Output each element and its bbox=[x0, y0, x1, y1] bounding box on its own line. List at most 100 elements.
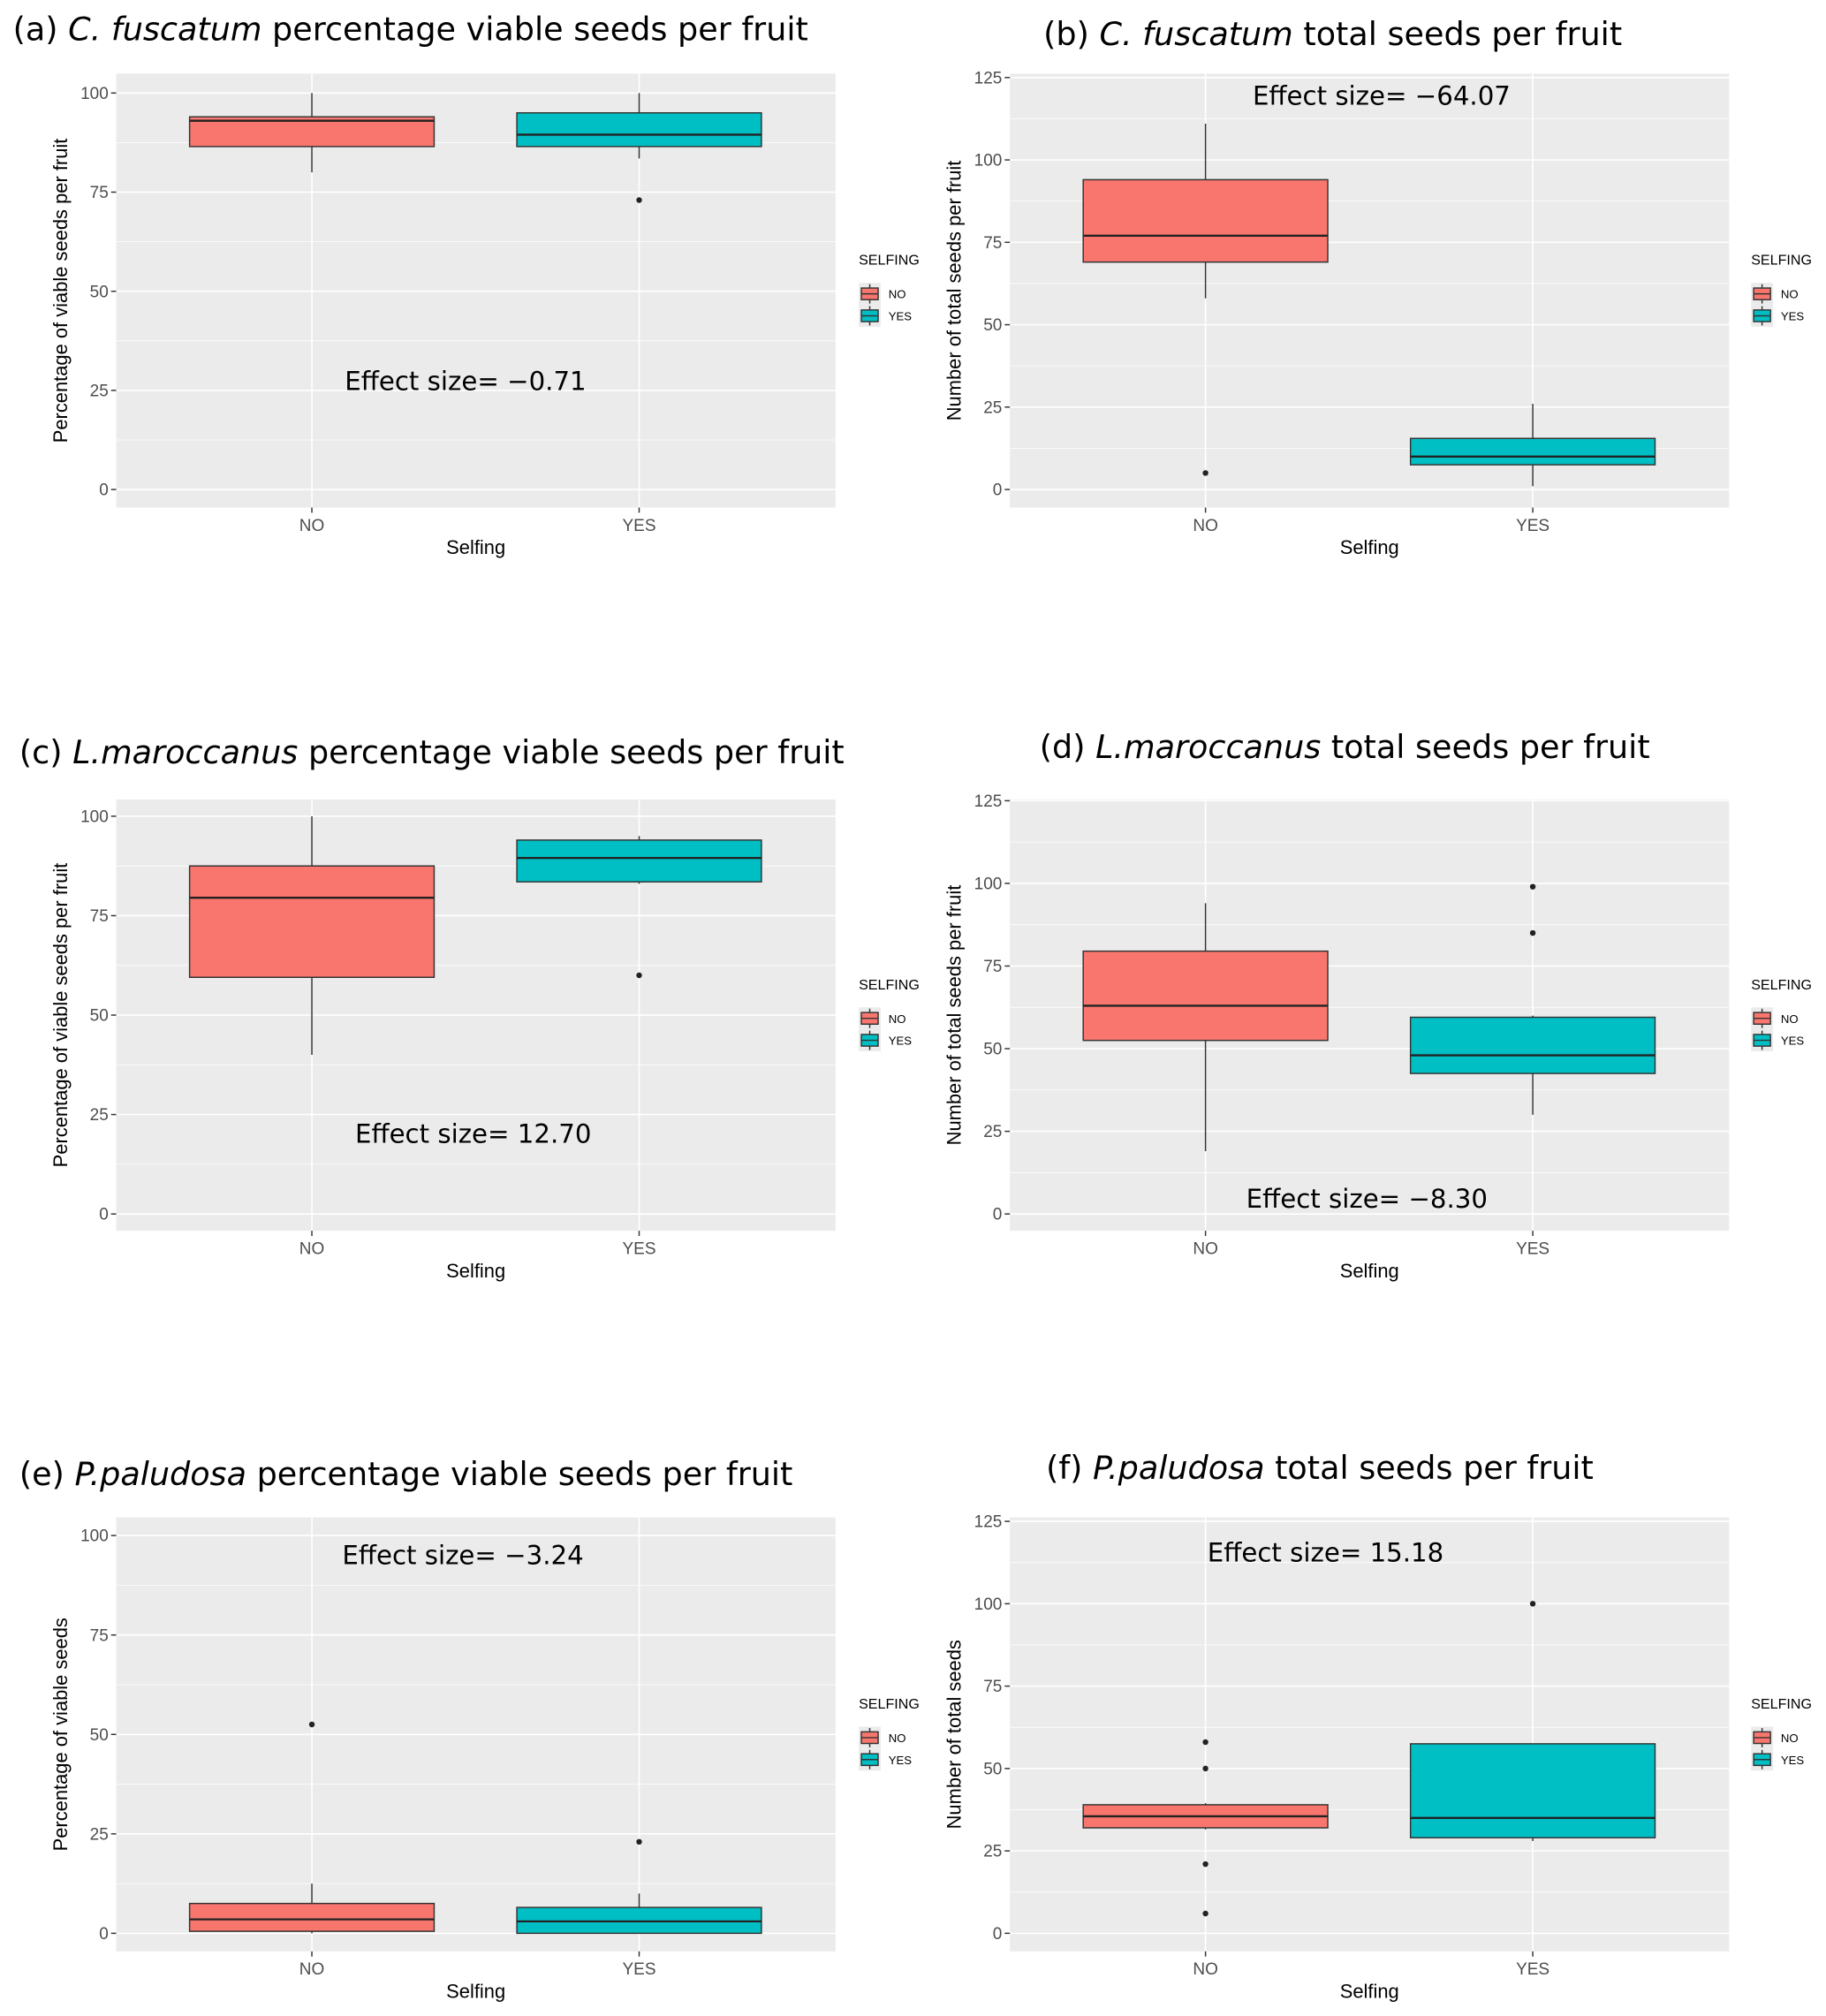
title-prefix: (e) bbox=[19, 1455, 75, 1493]
y-tick-label: 50 bbox=[90, 1726, 109, 1745]
x-tick-label: NO bbox=[299, 1960, 324, 1979]
legend-label: NO bbox=[889, 1732, 906, 1745]
y-tick-label: 100 bbox=[80, 85, 109, 103]
y-axis-label: Number of total seeds bbox=[943, 1640, 966, 1829]
box-yes bbox=[1409, 1016, 1656, 1074]
legend-label: YES bbox=[1781, 310, 1805, 323]
legend-title: SELFING bbox=[859, 977, 920, 993]
y-tick-label: 25 bbox=[90, 1106, 109, 1125]
box-no bbox=[1082, 178, 1329, 263]
box-no bbox=[1082, 950, 1329, 1042]
title-prefix: (b) bbox=[1043, 15, 1099, 53]
title-prefix: (f) bbox=[1046, 1449, 1093, 1487]
title-species: C. fuscatum bbox=[1099, 15, 1292, 53]
y-tick-label: 0 bbox=[993, 481, 1003, 500]
legend-label: NO bbox=[889, 288, 906, 301]
legend: SELFING NO YES bbox=[1751, 977, 1812, 1051]
box-no bbox=[188, 865, 436, 978]
legend-label: YES bbox=[889, 310, 913, 323]
x-tick-label: NO bbox=[1193, 1239, 1218, 1258]
x-tick-label: YES bbox=[622, 517, 655, 535]
chart-title: (f) P.paludosa total seeds per fruit bbox=[1046, 1449, 1594, 1487]
legend-title: SELFING bbox=[1751, 977, 1812, 993]
y-tick-label: 0 bbox=[99, 1925, 109, 1944]
title-suffix: total seeds per fruit bbox=[1265, 1449, 1594, 1487]
legend-label: NO bbox=[889, 1012, 906, 1026]
plot-panel bbox=[1010, 73, 1730, 508]
y-tick-label: 25 bbox=[983, 1843, 1002, 1861]
legend: SELFING NO YES bbox=[859, 977, 920, 1051]
x-axis-label: Selfing bbox=[1340, 536, 1399, 558]
y-tick-label: 125 bbox=[974, 69, 1003, 87]
title-prefix: (d) bbox=[1040, 728, 1095, 766]
title-suffix: percentage viable seeds per fruit bbox=[298, 733, 844, 771]
title-suffix: total seeds per fruit bbox=[1321, 728, 1649, 766]
y-tick-label: 75 bbox=[90, 907, 109, 926]
y-tick-label: 0 bbox=[993, 1925, 1003, 1944]
legend-label: NO bbox=[1781, 1012, 1799, 1026]
outlier-point bbox=[1202, 1765, 1208, 1772]
effect-size-annotation: Effect size= −64.07 bbox=[1253, 80, 1511, 110]
box-no bbox=[188, 1902, 436, 1932]
title-suffix: percentage viable seeds per fruit bbox=[261, 10, 807, 48]
y-tick-label: 50 bbox=[983, 316, 1002, 335]
y-tick-label: 125 bbox=[974, 792, 1003, 811]
legend-label: YES bbox=[1781, 1035, 1805, 1048]
y-tick-label: 75 bbox=[90, 184, 109, 202]
y-tick-label: 50 bbox=[983, 1041, 1002, 1059]
y-tick-label: 100 bbox=[974, 1595, 1003, 1614]
legend: SELFING NO YES bbox=[859, 253, 920, 327]
y-axis-label: Percentage of viable seeds per fruit bbox=[49, 863, 72, 1168]
y-axis-label: Percentage of viable seeds bbox=[49, 1618, 72, 1851]
y-tick-label: 125 bbox=[974, 1513, 1003, 1532]
chart-title: (a) C. fuscatum percentage viable seeds … bbox=[13, 10, 808, 48]
title-species: P.paludosa bbox=[1093, 1449, 1264, 1487]
outlier-point bbox=[636, 972, 642, 979]
y-tick-label: 25 bbox=[983, 1123, 1002, 1141]
x-tick-label: NO bbox=[299, 1239, 324, 1258]
legend-label: YES bbox=[1781, 1754, 1805, 1767]
legend-label: NO bbox=[1781, 288, 1799, 301]
panel-a: (a) C. fuscatum percentage viable seeds … bbox=[13, 10, 920, 558]
x-tick-label: YES bbox=[1516, 1239, 1549, 1258]
x-tick-label: YES bbox=[622, 1960, 655, 1979]
legend-title: SELFING bbox=[859, 1696, 920, 1712]
chart-title: (d) L.maroccanus total seeds per fruit bbox=[1040, 728, 1650, 766]
x-axis-label: Selfing bbox=[1340, 1260, 1399, 1282]
legend-title: SELFING bbox=[859, 253, 920, 269]
box-yes bbox=[1409, 1743, 1656, 1838]
x-axis-label: Selfing bbox=[446, 1980, 505, 2002]
outlier-point bbox=[1202, 470, 1208, 476]
y-axis-label: Percentage of viable seeds per fruit bbox=[49, 139, 72, 443]
y-tick-label: 75 bbox=[983, 1678, 1002, 1696]
outlier-point bbox=[636, 197, 642, 203]
title-prefix: (a) bbox=[13, 10, 69, 48]
panel-b: (b) C. fuscatum total seeds per fruit 0 25… bbox=[943, 15, 1812, 558]
outlier-point bbox=[308, 1721, 315, 1728]
legend: SELFING NO YES bbox=[859, 1696, 920, 1771]
panel-e: (e) P.paludosa percentage viable seeds p… bbox=[19, 1455, 920, 2002]
panel-c: (c) L.maroccanus percentage viable seeds… bbox=[19, 733, 920, 1282]
y-tick-label: 50 bbox=[90, 1007, 109, 1026]
legend-title: SELFING bbox=[1751, 1696, 1812, 1712]
x-tick-label: NO bbox=[1193, 517, 1218, 535]
legend-title: SELFING bbox=[1751, 253, 1812, 269]
legend: SELFING NO YES bbox=[1751, 1696, 1812, 1771]
outlier-point bbox=[1529, 1601, 1536, 1607]
x-axis-label: Selfing bbox=[446, 1260, 505, 1282]
outlier-point bbox=[1529, 929, 1536, 936]
y-tick-label: 25 bbox=[90, 382, 109, 400]
outlier-point bbox=[1202, 1861, 1208, 1868]
outlier-point bbox=[1202, 1739, 1208, 1746]
y-tick-label: 100 bbox=[974, 152, 1003, 171]
chart-title: (b) C. fuscatum total seeds per fruit bbox=[1043, 15, 1622, 53]
box-yes bbox=[516, 112, 762, 148]
y-tick-label: 75 bbox=[983, 958, 1002, 976]
title-species: P.paludosa bbox=[75, 1455, 246, 1493]
effect-size-annotation: Effect size= −0.71 bbox=[345, 367, 586, 397]
x-tick-label: NO bbox=[1193, 1960, 1218, 1979]
box-yes bbox=[1409, 437, 1656, 466]
title-prefix: (c) bbox=[19, 733, 72, 771]
y-axis-label: Number of total seeds per fruit bbox=[943, 161, 966, 421]
y-tick-label: 100 bbox=[974, 875, 1003, 894]
